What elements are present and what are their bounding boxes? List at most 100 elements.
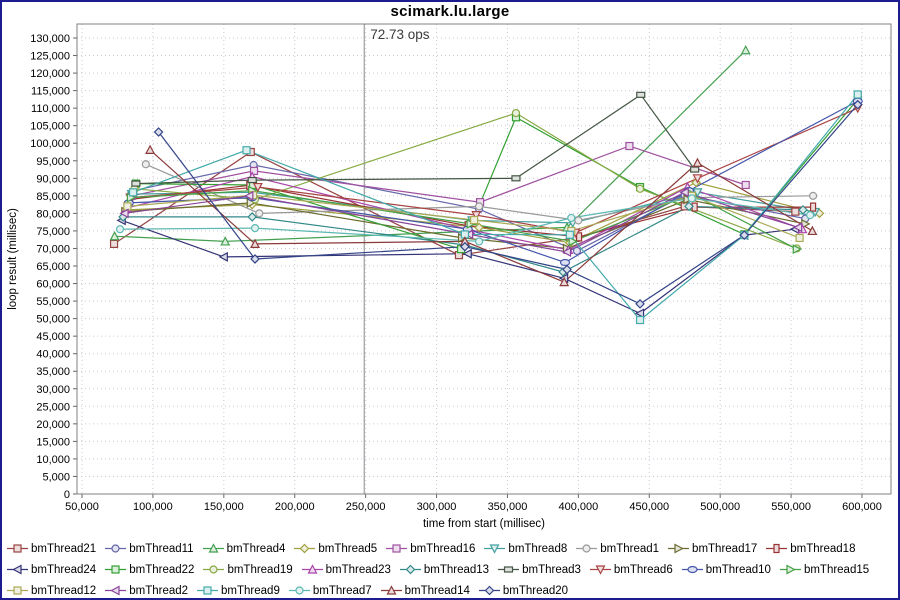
legend-label: bmThread24 [31, 563, 97, 576]
legend-item-bmthread13: bmThread13 [399, 564, 489, 576]
svg-text:72.73 ops: 72.73 ops [370, 27, 430, 42]
legend-item-bmthread17: bmThread17 [668, 543, 757, 555]
legend-label: bmThread4 [226, 542, 286, 555]
legend-item-bmthread24: bmThread24 [7, 564, 96, 576]
chart-canvas: 72.73 ops 50,000 100,000 150,000 200,000 250,… [7, 23, 892, 530]
svg-text:100,000: 100,000 [133, 501, 173, 513]
legend-label: bmThread16 [410, 542, 476, 555]
svg-text:65,000: 65,000 [36, 261, 70, 273]
svg-text:10,000: 10,000 [36, 454, 70, 466]
legend-marker-icon [589, 565, 611, 575]
svg-text:80,000: 80,000 [36, 208, 70, 220]
legend-item-bmthread3: bmThread3 [498, 564, 581, 576]
svg-text:25,000: 25,000 [36, 401, 70, 413]
svg-text:100,000: 100,000 [30, 138, 70, 150]
legend-marker-icon [399, 564, 421, 575]
legend-marker-icon [681, 565, 703, 574]
legend-item-bmthread8: bmThread8 [484, 543, 567, 555]
legend-item-bmthread22: bmThread22 [105, 564, 194, 576]
svg-text:40,000: 40,000 [36, 349, 70, 361]
svg-text:55,000: 55,000 [36, 296, 70, 308]
svg-text:85,000: 85,000 [36, 191, 70, 203]
legend-label: bmThread7 [312, 584, 372, 597]
legend-marker-icon [498, 566, 520, 573]
legend-marker-icon [576, 544, 598, 553]
legend-item-bmthread21: bmThread21 [7, 543, 96, 555]
legend-marker-icon [105, 544, 127, 553]
svg-text:200,000: 200,000 [275, 501, 315, 513]
svg-text:550,000: 550,000 [771, 501, 811, 513]
legend-marker-icon [105, 565, 127, 574]
legend-item-bmthread7: bmThread7 [288, 584, 372, 597]
chart-legend: bmThread21 bmThread11 bmThread4 bmThread5 bm… [7, 538, 896, 598]
legend-item-bmthread16: bmThread16 [386, 543, 475, 555]
legend-marker-icon [288, 586, 310, 595]
svg-text:500,000: 500,000 [700, 501, 740, 513]
svg-text:70,000: 70,000 [36, 243, 70, 255]
svg-text:95,000: 95,000 [36, 156, 70, 168]
legend-marker-icon [7, 544, 28, 553]
legend-label: bmThread15 [803, 563, 870, 576]
svg-text:600,000: 600,000 [842, 501, 882, 513]
svg-text:125,000: 125,000 [30, 51, 70, 63]
legend-item-bmthread1: bmThread1 [576, 543, 659, 555]
legend-item-bmthread5: bmThread5 [294, 543, 377, 555]
svg-text:time from start (millisec): time from start (millisec) [423, 518, 545, 530]
legend-label: bmThread20 [502, 584, 569, 597]
legend-label: bmThread5 [318, 542, 378, 555]
legend-label: bmThread11 [129, 542, 194, 555]
svg-text:115,000: 115,000 [31, 86, 70, 98]
legend-label: bmThread21 [31, 542, 97, 555]
legend-marker-icon [203, 565, 225, 574]
svg-text:75,000: 75,000 [36, 226, 70, 238]
svg-text:15,000: 15,000 [36, 436, 70, 448]
legend-marker-icon [766, 543, 788, 554]
svg-text:110,000: 110,000 [31, 103, 70, 115]
svg-text:60,000: 60,000 [36, 279, 70, 291]
legend-marker-icon [301, 564, 323, 574]
legend-row: bmThread21 bmThread11 bmThread4 bmThread5 bm… [7, 538, 896, 559]
legend-marker-icon [294, 543, 316, 554]
legend-item-bmthread15: bmThread15 [779, 563, 870, 576]
svg-text:250,000: 250,000 [346, 501, 386, 513]
svg-text:120,000: 120,000 [30, 68, 70, 80]
legend-marker-icon [7, 564, 28, 575]
legend-label: bmThread3 [522, 563, 581, 576]
svg-text:5,000: 5,000 [42, 471, 70, 483]
legend-item-bmthread20: bmThread20 [478, 584, 569, 597]
svg-text:45,000: 45,000 [36, 331, 70, 343]
legend-marker-icon [105, 585, 127, 596]
legend-item-bmthread23: bmThread23 [301, 564, 391, 576]
legend-item-bmthread6: bmThread6 [589, 564, 673, 576]
legend-item-bmthread2: bmThread2 [105, 585, 188, 597]
legend-label: bmThread19 [227, 563, 293, 576]
legend-marker-icon [7, 586, 28, 595]
legend-marker-icon [202, 543, 224, 553]
legend-item-bmthread10: bmThread10 [681, 564, 771, 576]
chart-title: scimark.lu.large [390, 3, 510, 20]
legend-label: bmThread8 [508, 542, 568, 555]
legend-marker-icon [779, 564, 801, 575]
legend-item-bmthread11: bmThread11 [105, 542, 194, 555]
svg-text:105,000: 105,000 [30, 121, 70, 133]
legend-row: bmThread24 bmThread22 bmThread19 bmThread23… [7, 559, 896, 580]
legend-label: bmThread17 [692, 542, 758, 555]
svg-text:150,000: 150,000 [204, 501, 244, 513]
legend-marker-icon [386, 544, 408, 553]
legend-marker-icon [197, 586, 219, 595]
legend-label: bmThread14 [404, 584, 470, 597]
legend-item-bmthread9: bmThread9 [197, 585, 280, 597]
svg-text:50,000: 50,000 [65, 501, 99, 513]
legend-marker-icon [668, 543, 690, 554]
legend-label: bmThread1 [600, 542, 660, 555]
svg-text:loop result (millisec): loop result (millisec) [7, 208, 19, 310]
legend-item-bmthread12: bmThread12 [7, 585, 96, 597]
legend-label: bmThread18 [790, 542, 856, 555]
svg-text:450,000: 450,000 [629, 501, 669, 513]
legend-marker-icon [484, 544, 506, 554]
svg-text:20,000: 20,000 [36, 419, 70, 431]
svg-text:300,000: 300,000 [417, 501, 457, 513]
svg-text:400,000: 400,000 [558, 501, 598, 513]
svg-text:30,000: 30,000 [36, 384, 70, 396]
